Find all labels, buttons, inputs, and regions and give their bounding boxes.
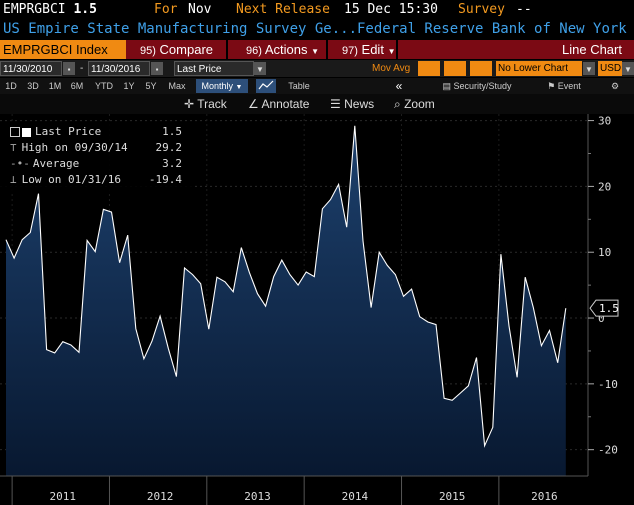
high-marker-icon: ⊤ (10, 141, 17, 154)
chart-tools-bar: ✛ Track ∠ Annotate ☰ News ⌕ Zoom (0, 94, 634, 114)
y-tick-label: 10 (598, 246, 611, 259)
legend-high-value: 29.2 (155, 141, 183, 154)
field-select[interactable]: Last Price (174, 61, 254, 76)
price-chart[interactable]: 30 20 10 0 -10 -20 2011 2012 2013 2014 2015 2016 1… (0, 114, 634, 505)
table-button[interactable]: Table (288, 81, 310, 91)
index-field[interactable]: EMPRGBCI Index (0, 40, 126, 59)
security-study-button[interactable]: ▤ Security/Study (442, 81, 512, 91)
y-tick-label: -10 (598, 378, 618, 391)
series-area (6, 125, 566, 477)
checkbox-icon[interactable] (10, 127, 20, 137)
zoom-tool[interactable]: ⌕ Zoom (394, 97, 435, 111)
chevron-down-icon: ▼ (387, 47, 396, 56)
series-line (5, 125, 567, 448)
line-chart-icon[interactable] (256, 79, 276, 93)
y-tick-label: -20 (598, 444, 618, 457)
series-swatch (22, 127, 31, 137)
y-tick-label: 20 (598, 180, 611, 193)
collapse-arrows-icon[interactable]: « (395, 79, 403, 93)
legend-last-price: Last Price 1.5 (10, 124, 192, 139)
legend-low: ⊥ Low on 01/31/16 -19.4 (10, 173, 182, 186)
legend-average: -•- Average 3.2 (10, 157, 182, 170)
last-value-marker (589, 299, 619, 317)
x-axis: 2011 2012 2013 2014 2015 2016 (0, 475, 588, 505)
date-range-dash: - (80, 63, 84, 74)
y-axis: 30 20 10 0 -10 -20 (587, 114, 618, 476)
mov-avg-field-2[interactable] (444, 61, 466, 76)
x-year-label: 2014 (342, 490, 369, 503)
period-ytd[interactable]: YTD (95, 81, 113, 91)
news-tool[interactable]: ☰ News (330, 97, 375, 111)
ticker-symbol: EMPRGBCI 1.5 (3, 2, 97, 17)
mov-avg-field-1[interactable] (418, 61, 440, 76)
event-button[interactable]: ⚑ Event (547, 81, 581, 91)
period-6m[interactable]: 6M (70, 81, 84, 91)
legend-low-value: -19.4 (148, 173, 182, 186)
calendar-icon[interactable]: ▪ (151, 62, 163, 75)
crosshair-icon: ✛ (184, 97, 195, 111)
security-description: US Empire State Manufacturing Survey Ge.… (3, 21, 627, 37)
mov-avg-label: Mov Avg (372, 63, 411, 74)
period-1m[interactable]: 1M (48, 81, 62, 91)
legend-average-value: 3.2 (162, 157, 182, 170)
title-bar: EMPRGBCI 1.5 For Nov Next Release 15 Dec… (0, 0, 634, 20)
average-marker-icon: -•- (10, 157, 30, 170)
currency-select[interactable]: USD (598, 61, 622, 76)
pencil-icon: ∠ (248, 97, 259, 111)
low-marker-icon: ⊥ (10, 173, 17, 186)
period-bar: 1D 3D 1M 6M YTD 1Y 5Y Max Monthly ▼ Tabl… (0, 78, 634, 94)
chart-settings-bar: 11/30/2010 ▪ - 11/30/2016 ▪ Last Price ▼… (0, 60, 634, 77)
x-year-label: 2015 (439, 490, 466, 503)
chevron-down-icon: ▼ (235, 84, 243, 91)
next-release-label: Next Release (236, 2, 330, 17)
period-5y[interactable]: 5Y (145, 81, 157, 91)
chart-study-icon: ▤ (442, 81, 451, 91)
compare-button[interactable]: 95) Compare (140, 42, 213, 57)
magnifier-icon: ⌕ (394, 97, 401, 111)
toolbar-divider (326, 40, 328, 59)
chevron-down-icon: ▼ (311, 47, 319, 56)
flag-icon: ⚑ (547, 81, 556, 91)
actions-button[interactable]: 96) Actions ▼ (246, 42, 319, 57)
edit-button[interactable]: 97) Edit ▼ (342, 42, 396, 57)
period-1d[interactable]: 1D (5, 81, 17, 91)
start-date-input[interactable]: 11/30/2010 (0, 61, 62, 76)
period-max[interactable]: Max (168, 81, 186, 91)
x-year-label: 2012 (147, 490, 174, 503)
annotate-tool[interactable]: ∠ Annotate (248, 97, 310, 111)
calendar-icon[interactable]: ▪ (63, 62, 75, 75)
toolbar-divider (396, 40, 398, 59)
survey-value: -- (516, 2, 532, 17)
toolbar-divider (226, 40, 228, 59)
legend-last-price-value: 1.5 (162, 125, 182, 138)
period-3d[interactable]: 3D (27, 81, 39, 91)
chart-legend[interactable]: Last Price 1.5 ⊤ High on 09/30/14 29.2 -•… (0, 122, 192, 192)
x-year-label: 2016 (531, 490, 558, 503)
period-1y[interactable]: 1Y (123, 81, 135, 91)
for-value: Nov (188, 2, 212, 17)
chevron-down-icon[interactable]: ▼ (622, 62, 634, 75)
y-tick-label: 0 (598, 312, 605, 325)
chart-type-label[interactable]: Line Chart (562, 42, 622, 57)
survey-label: Survey (458, 2, 505, 17)
lower-chart-select[interactable]: No Lower Chart (496, 61, 582, 76)
last-value-label: 1.5 (599, 302, 619, 315)
end-date-input[interactable]: 11/30/2016 (88, 61, 150, 76)
function-toolbar: EMPRGBCI Index 95) Compare 96) Actions ▼… (0, 40, 634, 59)
last-value-badge: 1.5 (589, 299, 619, 317)
track-tool[interactable]: ✛ Track (184, 97, 227, 111)
legend-high: ⊤ High on 09/30/14 29.2 (10, 141, 183, 154)
chevron-down-icon[interactable]: ▼ (583, 62, 595, 75)
y-tick-label: 30 (598, 115, 611, 128)
gear-icon[interactable]: ⚙ (610, 81, 620, 91)
chevron-down-icon[interactable]: ▼ (254, 62, 266, 75)
x-year-label: 2011 (50, 490, 77, 503)
next-release-value: 15 Dec 15:30 (344, 2, 438, 17)
frequency-select[interactable]: Monthly ▼ (196, 79, 248, 93)
for-label: For (154, 2, 178, 17)
x-year-label: 2013 (244, 490, 271, 503)
mov-avg-field-3[interactable] (470, 61, 492, 76)
news-icon: ☰ (330, 97, 341, 111)
description-bar: US Empire State Manufacturing Survey Ge.… (0, 20, 634, 40)
